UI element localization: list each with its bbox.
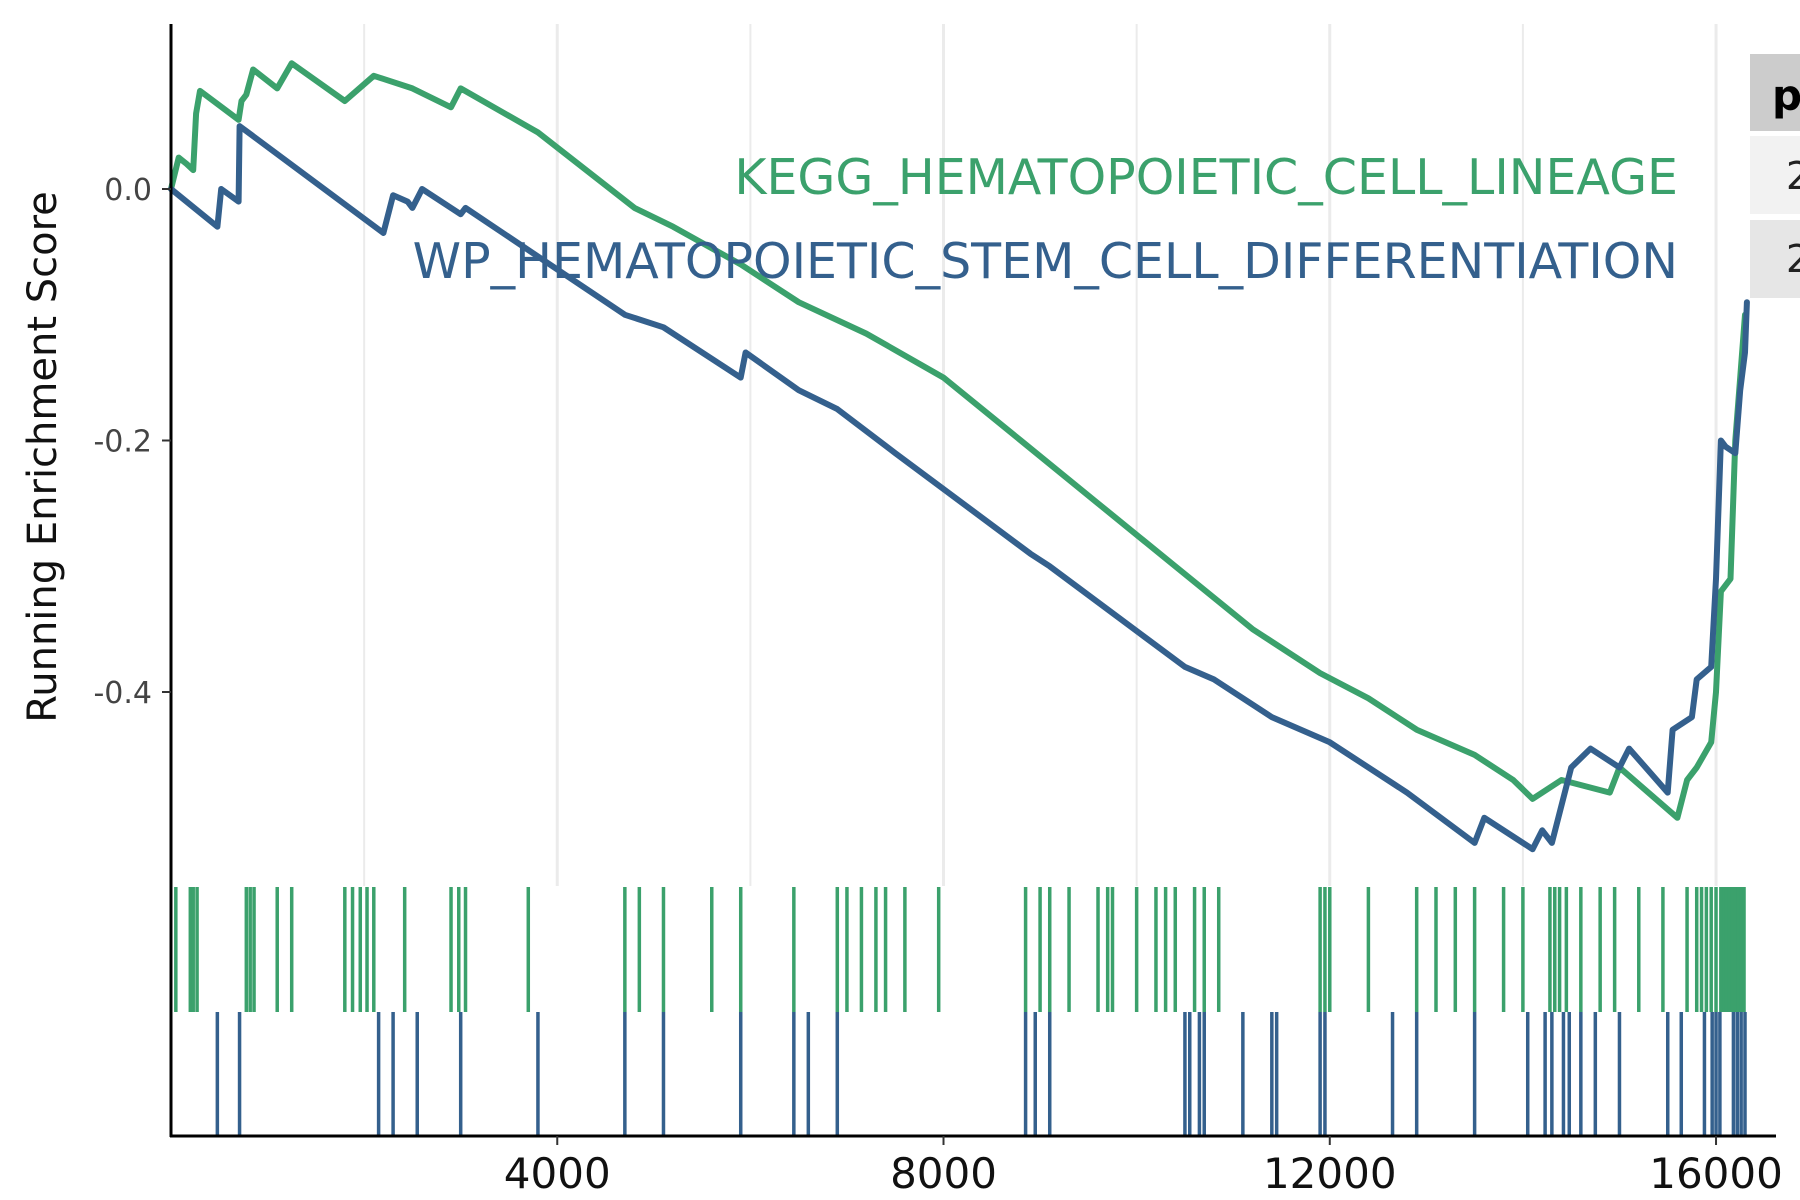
- table-header-cell: [1750, 54, 1800, 131]
- legend: KEGG_HEMATOPOIETIC_CELL_LINEAGE WP_HEMAT…: [413, 149, 1678, 290]
- y-tick-label: -0.4: [93, 676, 152, 711]
- legend-label-wp: WP_HEMATOPOIETIC_STEM_CELL_DIFFERENTIATI…: [413, 233, 1678, 290]
- table-row-1: [1750, 136, 1800, 214]
- table-row-2: [1750, 220, 1800, 298]
- enrichment-lines: [168, 60, 1750, 853]
- series-line-kegg: [168, 60, 1748, 821]
- x-tick-label: 8000: [890, 1149, 997, 1198]
- y-tick-label: -0.2: [93, 425, 152, 460]
- y-axis-title: Running Enrichment Score: [20, 191, 66, 723]
- x-tick-label: 4000: [504, 1149, 611, 1198]
- stats-table: p 2 2: [1750, 54, 1800, 298]
- y-tick-label: 0.0: [104, 173, 152, 208]
- table-header-text: p: [1772, 71, 1800, 120]
- x-tick-label: 12000: [1263, 1149, 1397, 1198]
- table-cell-1: 2: [1786, 154, 1800, 198]
- y-axis-ticks: 0.0 -0.2 -0.4: [93, 173, 171, 711]
- legend-label-kegg: KEGG_HEMATOPOIETIC_CELL_LINEAGE: [734, 149, 1678, 206]
- hit-marks: [174, 887, 1747, 1136]
- table-cell-2: 2: [1786, 237, 1800, 281]
- x-tick-label: 16000: [1649, 1149, 1783, 1198]
- x-axis-ticks: 4000 8000 12000 16000: [504, 1136, 1783, 1198]
- series-line-wp: [168, 123, 1750, 853]
